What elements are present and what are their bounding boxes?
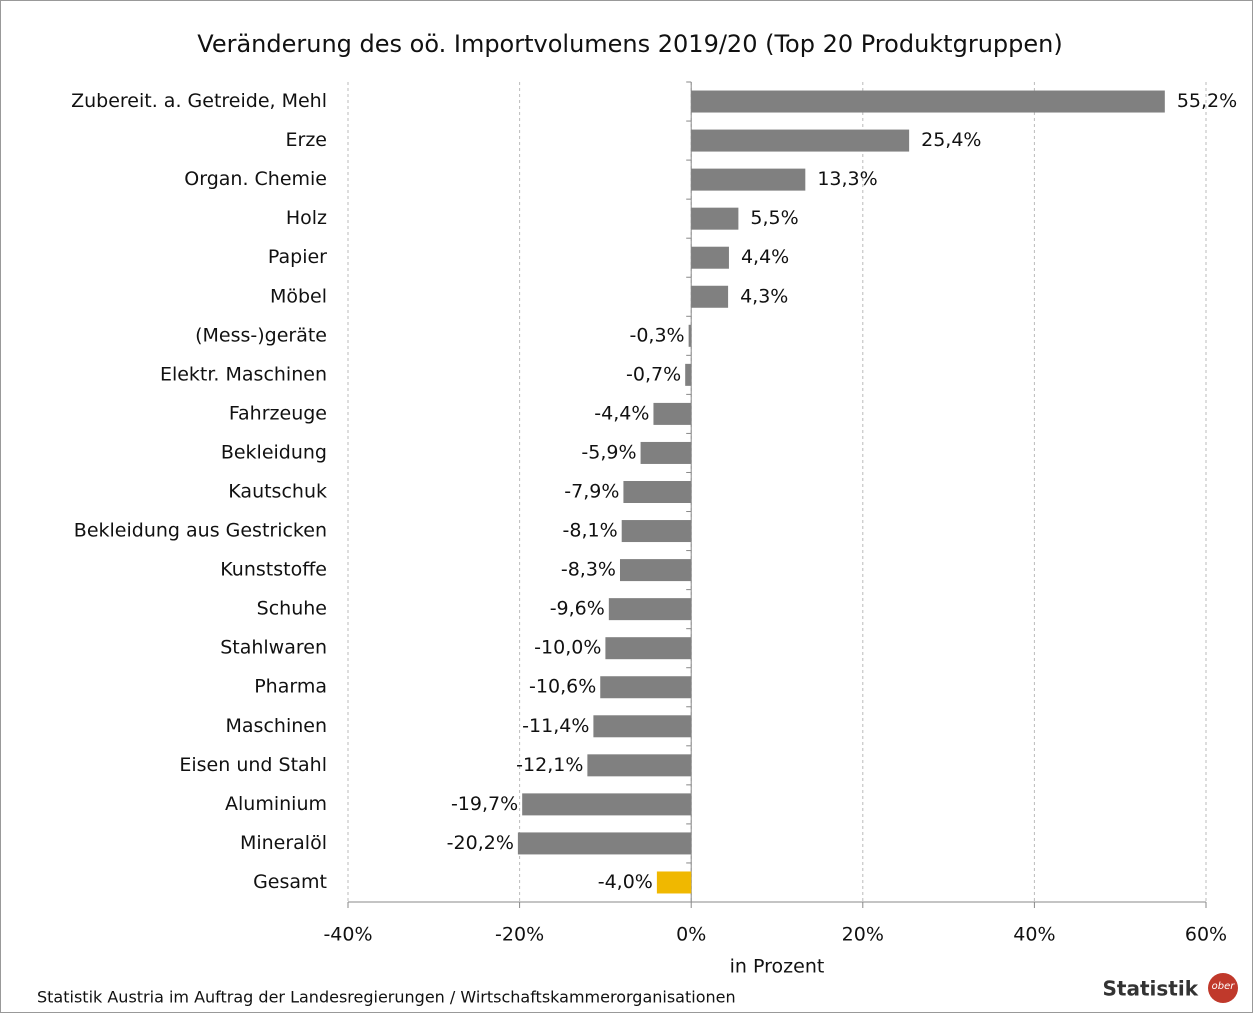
y-tick-label: Bekleidung aus Gestricken <box>74 520 327 542</box>
data-label: -5,9% <box>581 441 636 463</box>
y-tick-label: Holz <box>286 207 327 229</box>
bar <box>621 520 692 543</box>
bar <box>600 676 692 699</box>
x-tick-label: 0% <box>676 924 706 946</box>
bar <box>691 285 729 308</box>
bar <box>691 129 910 152</box>
data-label: -8,1% <box>563 520 618 542</box>
y-tick-label: Eisen und Stahl <box>179 754 327 776</box>
y-tick-label: Aluminium <box>225 793 327 815</box>
y-tick-label: Zubereit. a. Getreide, Mehl <box>71 90 327 112</box>
data-label: -20,2% <box>447 832 514 854</box>
bar <box>608 598 692 621</box>
y-tick-label: Fahrzeuge <box>229 402 327 424</box>
x-tick-label: 20% <box>842 924 884 946</box>
y-tick-label: Organ. Chemie <box>184 168 327 190</box>
bar <box>593 715 692 738</box>
x-tick-label: -20% <box>495 924 544 946</box>
data-label: -4,4% <box>594 402 649 424</box>
data-label: -10,0% <box>534 637 601 659</box>
y-tick-label: Erze <box>286 129 327 151</box>
logo-text: Statistik <box>1103 977 1199 1001</box>
bar <box>688 324 692 347</box>
data-label: 13,3% <box>817 168 877 190</box>
y-tick-label: Elektr. Maschinen <box>160 363 327 385</box>
y-tick-label: Bekleidung <box>221 441 327 463</box>
bar <box>691 207 739 230</box>
bar <box>691 168 806 191</box>
bar <box>517 832 692 855</box>
x-tick-label: -40% <box>323 924 372 946</box>
bar <box>623 481 692 503</box>
bar <box>653 402 692 425</box>
data-label: 4,3% <box>740 285 788 307</box>
bar <box>691 246 729 269</box>
y-tick-label: Schuhe <box>257 598 327 620</box>
data-label: 25,4% <box>921 129 981 151</box>
bar <box>685 363 692 386</box>
bar <box>691 90 1165 113</box>
data-label: -0,3% <box>629 324 684 346</box>
y-tick-label: (Mess-)geräte <box>195 324 327 346</box>
bar <box>619 559 692 582</box>
data-label: -19,7% <box>451 793 518 815</box>
bar <box>522 793 692 816</box>
y-tick-label: Kunststoffe <box>220 559 327 581</box>
y-tick-label: Pharma <box>254 676 327 698</box>
logo-badge-text: ober <box>1212 981 1236 992</box>
y-tick-label: Mineralöl <box>240 832 327 854</box>
data-label: 5,5% <box>750 207 798 229</box>
data-label: 55,2% <box>1177 90 1237 112</box>
data-label: -10,6% <box>529 676 596 698</box>
y-tick-label: Papier <box>268 246 327 268</box>
data-label: 4,4% <box>741 246 789 268</box>
logo-badge <box>1208 973 1238 1003</box>
data-label: -11,4% <box>522 715 589 737</box>
bar <box>640 441 692 464</box>
x-axis-label: in Prozent <box>730 956 825 978</box>
chart-title: Veränderung des oö. Importvolumens 2019/… <box>197 30 1062 58</box>
data-label: -7,9% <box>564 481 619 503</box>
source: Statistik Austria im Auftrag der Landesr… <box>37 988 736 1007</box>
bar <box>605 637 692 660</box>
y-tick-label: Maschinen <box>226 715 327 737</box>
data-label: -8,3% <box>561 559 616 581</box>
x-tick-label: 40% <box>1013 924 1055 946</box>
bar <box>656 871 692 894</box>
data-label: -9,6% <box>550 598 605 620</box>
y-tick-label: Möbel <box>270 285 327 307</box>
data-label: -0,7% <box>626 363 681 385</box>
y-tick-label: Stahlwaren <box>220 637 327 659</box>
data-label: -4,0% <box>598 871 653 893</box>
y-tick-label: Kautschuk <box>228 481 327 503</box>
data-label: -12,1% <box>516 754 583 776</box>
x-tick-label: 60% <box>1185 924 1227 946</box>
y-tick-label: Gesamt <box>253 871 327 893</box>
bar <box>587 754 692 777</box>
